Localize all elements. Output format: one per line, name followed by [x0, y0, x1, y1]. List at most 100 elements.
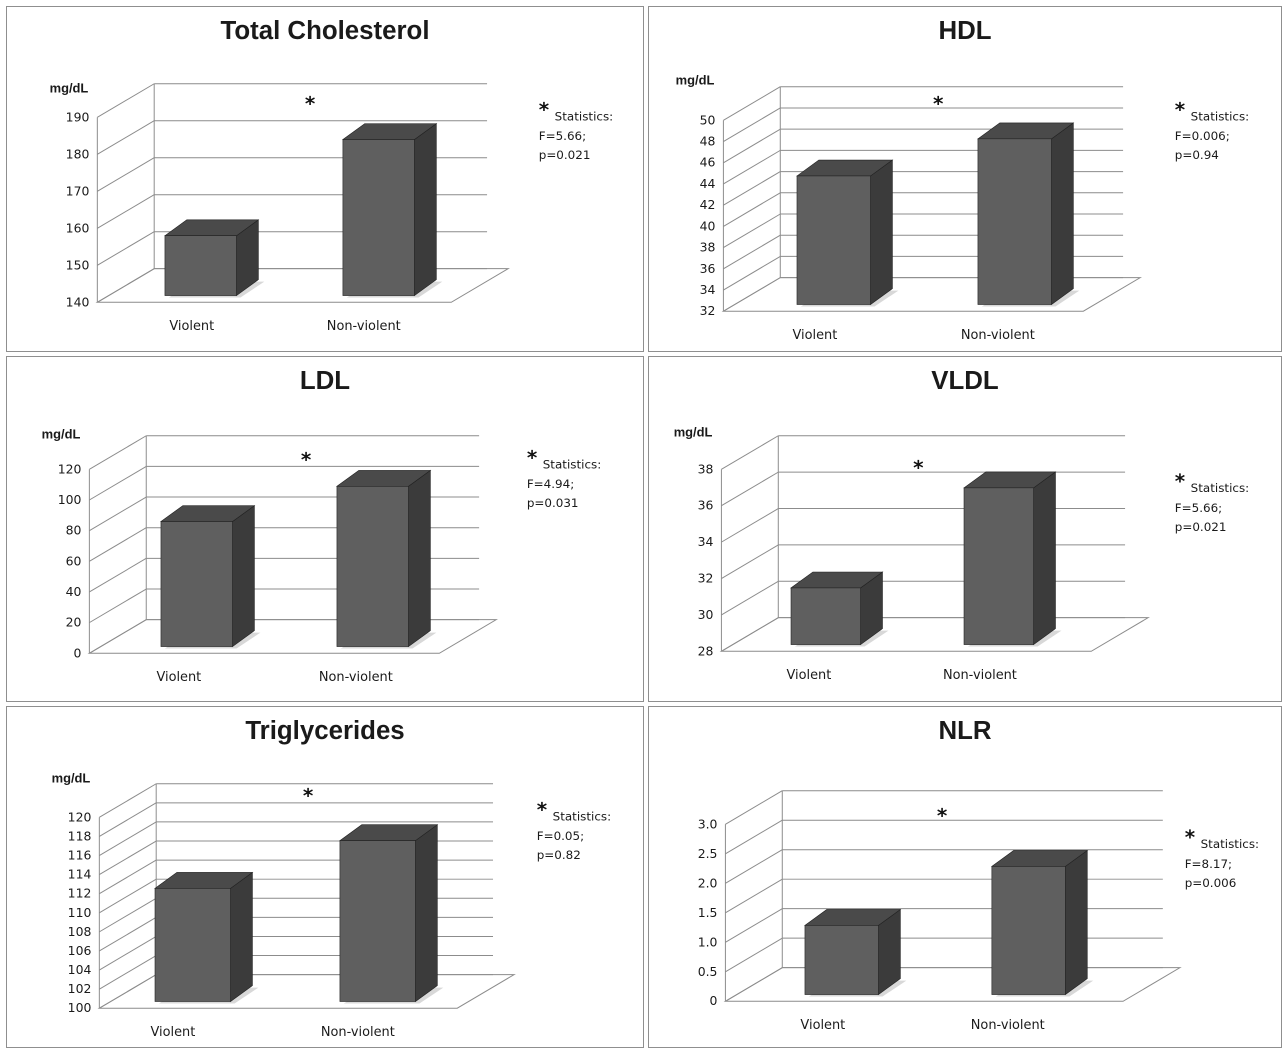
x-category-label: Violent — [800, 1018, 845, 1033]
stats-line: p=0.94 — [1175, 148, 1219, 162]
bar — [963, 471, 1062, 647]
bar-side — [232, 505, 255, 648]
x-category-label: Violent — [169, 319, 214, 334]
gridline-side — [99, 859, 157, 895]
y-tick-label: 118 — [68, 828, 92, 843]
y-tick-label: 112 — [68, 886, 92, 901]
stats-label: Statistics: — [555, 109, 614, 123]
y-tick-label: 32 — [698, 570, 714, 585]
chart-floor — [95, 268, 510, 303]
chart-title: Triglycerides — [245, 717, 404, 745]
y-tick-label: 100 — [68, 1000, 92, 1015]
chart-panel: HDL mg/dL 32 34 36 38 40 42 44 46 48 50 Violent Non-v… — [648, 6, 1282, 352]
y-tick-label: 190 — [66, 109, 90, 124]
bar — [796, 159, 899, 307]
bar — [804, 908, 907, 997]
bar-side — [414, 123, 437, 297]
gridline-side — [723, 255, 781, 291]
gridline-side — [89, 557, 147, 593]
gridline-side — [721, 580, 779, 616]
gridline-side — [723, 234, 781, 270]
chart-panel: LDL mg/dL 0 20 40 60 80 100 120 Violent Non-violen… — [6, 356, 644, 702]
bar — [154, 871, 259, 1004]
y-unit-label: mg/dL — [52, 771, 91, 786]
y-unit-label: mg/dL — [676, 73, 715, 88]
gridline-side — [723, 192, 781, 227]
stats-label: Statistics: — [553, 809, 611, 823]
y-tick-label: 60 — [66, 553, 82, 568]
bar — [336, 469, 437, 649]
bar-side — [408, 469, 431, 648]
y-tick-label: 120 — [68, 809, 92, 824]
y-tick-label: 42 — [700, 197, 716, 212]
chart-title: Total Cholesterol — [220, 17, 429, 45]
bar-front — [160, 521, 233, 647]
y-tick-label: 3.0 — [698, 816, 718, 831]
stats-star: * — [527, 446, 537, 469]
bar — [990, 849, 1094, 997]
significance-star: * — [303, 784, 313, 807]
bar — [790, 571, 889, 647]
gridline-side — [97, 120, 155, 155]
gridline-side — [99, 936, 157, 971]
stats-line: p=0.021 — [539, 148, 591, 162]
y-tick-label: 150 — [66, 257, 90, 272]
bar — [977, 122, 1080, 307]
gridline-side — [89, 496, 147, 532]
bar-side — [1033, 471, 1056, 646]
stats-label: Statistics: — [1191, 481, 1250, 495]
y-tick-label: 100 — [58, 492, 82, 507]
y-tick-label: 38 — [698, 461, 714, 476]
stats-label: Statistics: — [1201, 837, 1259, 851]
bar-front — [342, 139, 415, 296]
gridline-side — [89, 527, 147, 562]
chart-floor — [719, 617, 1150, 652]
y-tick-label: 80 — [66, 523, 82, 538]
gridline-side — [721, 471, 779, 507]
chart-title: VLDL — [931, 367, 998, 395]
chart-panel: Triglycerides mg/dL 100 102 104 106 108 110 112 1… — [6, 706, 644, 1048]
y-tick-label: 160 — [66, 220, 90, 235]
y-tick-label: 0 — [74, 645, 82, 660]
gridline-side — [97, 157, 155, 192]
gridline-side — [723, 107, 781, 142]
x-category-label: Non-violent — [971, 1018, 1045, 1033]
chart-svg: Triglycerides mg/dL 100 102 104 106 108 110 112 1… — [52, 717, 612, 1040]
gridline-side — [99, 783, 157, 818]
chart-panel: Total Cholesterol mg/dL 140 150 160 170 180 190… — [6, 6, 644, 352]
y-tick-label: 102 — [68, 981, 92, 996]
gridline-side — [723, 128, 781, 164]
y-tick-label: 32 — [700, 303, 716, 318]
chart-svg: HDL mg/dL 32 34 36 38 40 42 44 46 48 50 Violent Non-v… — [676, 17, 1250, 343]
gridline-side — [723, 213, 781, 249]
y-tick-label: 0.5 — [698, 964, 718, 979]
gridline-side — [723, 149, 781, 185]
bar-front — [164, 235, 237, 296]
gridline-side — [99, 897, 157, 933]
y-tick-label: 0 — [710, 993, 718, 1008]
y-tick-label: 46 — [700, 155, 716, 170]
gridline-side — [725, 908, 783, 943]
y-tick-label: 180 — [66, 146, 90, 161]
bar — [164, 219, 265, 298]
y-unit-label: mg/dL — [674, 425, 713, 440]
x-category-label: Non-violent — [943, 668, 1017, 683]
y-tick-label: 108 — [68, 924, 92, 939]
chart-floor — [87, 619, 499, 654]
gridline-side — [89, 588, 147, 624]
y-tick-label: 1.5 — [698, 905, 718, 920]
gridline-side — [97, 231, 155, 266]
bar-front — [790, 587, 861, 645]
y-tick-label: 140 — [66, 294, 90, 309]
stats-star: * — [1175, 98, 1185, 121]
bar-front — [963, 487, 1034, 645]
chart-floor — [721, 277, 1142, 312]
chart-floor — [723, 967, 1182, 1002]
chart-title: NLR — [938, 717, 991, 745]
y-tick-label: 40 — [66, 584, 82, 599]
gridline-side — [99, 955, 157, 990]
x-category-label: Violent — [156, 670, 201, 685]
significance-star: * — [305, 92, 315, 115]
significance-star: * — [937, 804, 947, 827]
